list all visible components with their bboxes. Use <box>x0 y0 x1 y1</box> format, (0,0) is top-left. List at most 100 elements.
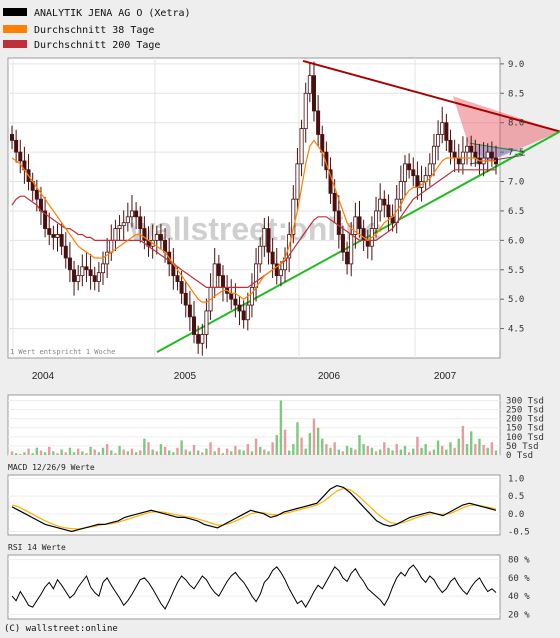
volume-bar <box>234 445 237 455</box>
volume-bar <box>316 427 320 455</box>
volume-bar <box>354 449 357 455</box>
candle-body <box>245 304 250 321</box>
candle-body <box>34 189 39 200</box>
volume-bar <box>10 451 14 455</box>
legend-swatch-ma200 <box>3 40 27 48</box>
volume-tick-label: 50 Tsd <box>506 442 539 452</box>
volume-bar <box>420 447 423 455</box>
volume-bar <box>300 437 303 455</box>
rsi-line-path <box>11 564 497 610</box>
candle-body <box>233 298 238 306</box>
rsi-tick-label: 40 % <box>508 592 530 602</box>
support-trendline <box>156 130 560 353</box>
volume-bar <box>76 448 80 455</box>
volume-bar <box>89 446 92 455</box>
candle-body <box>117 225 122 229</box>
candle-body <box>382 198 387 206</box>
volume-bar <box>482 445 485 455</box>
volume-bar <box>445 449 448 455</box>
candle-body <box>465 145 470 153</box>
candle-body <box>43 210 48 229</box>
candle-body <box>183 292 188 306</box>
candle-body <box>237 304 242 312</box>
macd-tick-label: -0.5 <box>508 527 530 537</box>
candle-body <box>485 151 490 159</box>
volume-bar <box>81 451 84 455</box>
candle-body <box>109 239 114 253</box>
candle-body <box>101 263 106 274</box>
volume-bar <box>350 447 353 455</box>
year-label: 2006 <box>318 371 341 382</box>
volume-bar <box>329 447 332 455</box>
candle-body <box>411 169 416 177</box>
volume-bar <box>432 449 436 455</box>
price-panel <box>7 57 501 359</box>
price-moving-averages <box>11 139 496 303</box>
volume-bar <box>192 445 196 455</box>
macd-panel <box>7 474 501 536</box>
candle-body <box>125 216 130 224</box>
candle-body <box>204 310 209 335</box>
volume-tick-label: 100 Tsd <box>506 433 544 443</box>
candle-body <box>357 216 362 229</box>
candle-body <box>142 228 147 241</box>
volume-bar <box>172 452 175 455</box>
volume-bar <box>130 448 134 455</box>
volume-bar <box>184 449 187 455</box>
volume-bar <box>14 453 18 455</box>
candle-body <box>80 266 85 277</box>
volume-bar <box>221 453 225 455</box>
volume-bar <box>105 444 109 455</box>
candle-body <box>307 75 312 94</box>
candle-body <box>84 266 89 271</box>
rsi-tick-label: 60 % <box>508 574 530 584</box>
candle-body <box>158 234 163 241</box>
volume-bar <box>341 451 345 455</box>
volume-bar <box>35 447 39 455</box>
candle-body <box>229 292 234 300</box>
candle-body <box>336 210 341 235</box>
candle-body <box>258 245 263 265</box>
price-tick-label: 7.0 <box>508 178 524 188</box>
macd-signal-line <box>11 487 497 530</box>
volume-bar <box>453 447 456 455</box>
volume-bar <box>366 445 369 455</box>
volume-bar <box>242 450 245 455</box>
volume-bar <box>378 449 382 455</box>
volume-bar <box>486 447 489 455</box>
volume-bar <box>31 453 34 455</box>
candle-body <box>299 128 304 165</box>
candle-body <box>196 334 201 344</box>
volume-bar <box>52 451 55 455</box>
volume-bar <box>188 451 192 455</box>
candle-body <box>456 157 461 165</box>
price-tick-label: 8.0 <box>508 119 524 129</box>
volume-bar <box>93 449 96 455</box>
volume-bar <box>134 452 138 455</box>
volume-bar <box>19 454 22 455</box>
macd-title: MACD 12/26/9 Werte <box>8 463 95 472</box>
volume-bar <box>213 451 216 455</box>
candle-body <box>72 269 77 282</box>
volume-bar <box>428 451 432 455</box>
price-tick-label: 8.5 <box>508 89 524 99</box>
candle-body <box>266 228 271 253</box>
candle-body <box>92 275 97 282</box>
x-axis-years: 2004 2005 2006 2007 <box>32 371 457 382</box>
candle-body <box>96 272 101 282</box>
candle-body <box>374 210 379 229</box>
volume-bar <box>126 451 130 455</box>
candle-body <box>262 228 267 247</box>
volume-bar <box>387 447 390 455</box>
candle-body <box>473 151 478 159</box>
volume-bar <box>64 452 67 455</box>
volume-bar <box>321 438 324 455</box>
candle-body <box>212 263 217 288</box>
volume-bar <box>412 448 415 455</box>
candle-body <box>121 222 126 227</box>
candle-body <box>187 304 192 318</box>
volume-bar <box>436 440 440 455</box>
legend-label-price: ANALYTIK JENA AG O (Xetra) <box>34 8 191 19</box>
volume-bar <box>461 425 465 455</box>
